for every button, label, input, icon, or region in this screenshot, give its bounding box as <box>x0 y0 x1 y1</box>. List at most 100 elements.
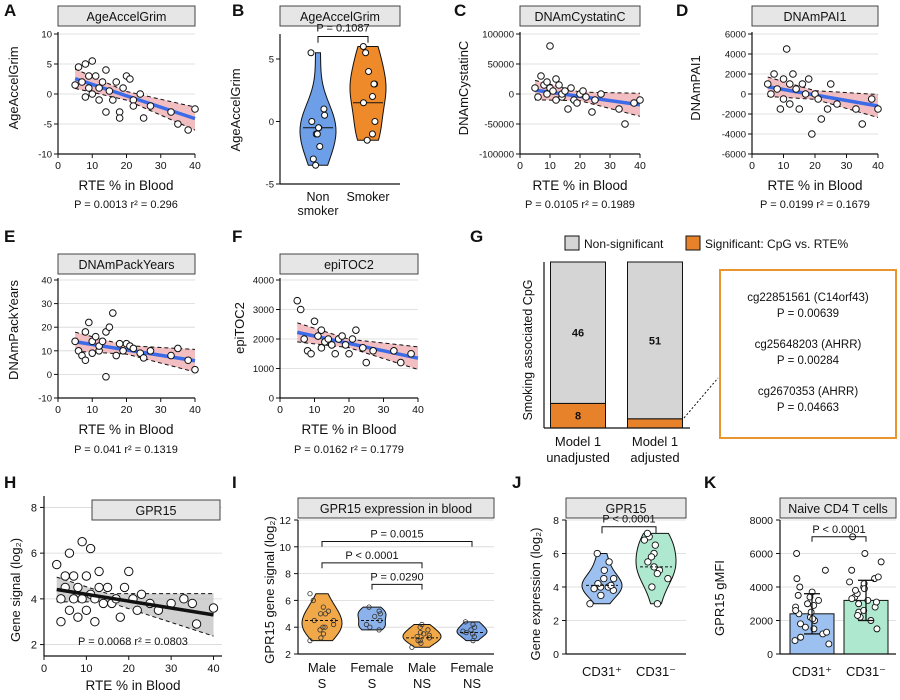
data-point <box>417 637 423 644</box>
data-point <box>367 624 373 630</box>
comparison-bracket <box>371 583 423 590</box>
data-point <box>418 640 424 646</box>
data-point <box>426 632 432 638</box>
data-point <box>867 95 876 103</box>
panel-title: DNAmPAI1 <box>784 10 847 24</box>
data-point <box>102 372 110 381</box>
x-tick-label-2: adjusted <box>630 450 679 465</box>
x-tick-label: CD31⁻ <box>846 664 886 679</box>
data-point <box>794 591 802 599</box>
y-axis-label: AgeAccelGrim <box>228 68 243 151</box>
data-point <box>314 332 322 340</box>
data-point <box>56 594 66 604</box>
x-tick-label: 40 <box>634 160 646 172</box>
ci-lower-line <box>75 87 196 131</box>
x-tick-label: CD31⁺ <box>792 664 832 679</box>
x-tick-label: 30 <box>165 663 177 675</box>
y-axis-label: DNAmPackYears <box>6 280 21 380</box>
data-point <box>615 105 623 113</box>
y-tick-label: 6000 <box>750 549 774 561</box>
data-point <box>191 365 199 374</box>
y-tick-label: 3000 <box>253 305 274 316</box>
data-point <box>115 114 124 122</box>
data-point <box>322 611 329 617</box>
data-point <box>309 155 317 163</box>
data-point <box>64 605 75 615</box>
violin-3 <box>456 621 488 642</box>
x-tick-label-2: S <box>368 676 377 691</box>
data-point <box>368 93 376 100</box>
data-point <box>85 84 93 92</box>
data-point <box>307 349 315 358</box>
stat-text: P = 0.0199 r² = 0.1679 <box>760 199 870 211</box>
data-point <box>664 574 672 583</box>
x-tick-label: 0 <box>517 160 523 172</box>
data-point <box>317 326 326 334</box>
data-point <box>848 595 856 603</box>
data-point <box>858 120 867 128</box>
bar-label-ns: 46 <box>572 328 584 340</box>
y-tick-label: 8 <box>553 515 559 527</box>
data-point <box>552 96 560 104</box>
data-point <box>815 596 823 604</box>
cpg-box-line: P = 0.00639 <box>777 308 839 320</box>
y-tick-label: 6 <box>285 595 291 607</box>
x-tick-label: CD31⁻ <box>636 664 676 679</box>
data-point <box>621 120 629 128</box>
x-axis-label: RTE % in Blood <box>78 422 173 437</box>
panel-letter: J <box>512 473 521 492</box>
data-point <box>640 536 649 544</box>
data-point <box>552 75 560 83</box>
x-tick-label: 20 <box>121 160 133 172</box>
x-tick-label-2: NS <box>463 676 481 691</box>
data-point <box>330 621 337 628</box>
data-point <box>793 575 801 583</box>
x-tick-label: Non <box>307 190 330 204</box>
data-point <box>409 644 415 650</box>
data-point <box>600 566 608 574</box>
y-tick-label: 10 <box>279 542 291 554</box>
data-point <box>60 571 70 581</box>
y-axis-label: Gene expression (log₂) <box>528 528 543 661</box>
violin-2 <box>402 624 442 648</box>
panel-letter: C <box>454 1 466 20</box>
data-point <box>555 81 563 89</box>
data-point <box>534 93 542 101</box>
data-point <box>310 597 316 604</box>
y-tick-label: 0 <box>509 90 514 101</box>
data-point <box>112 351 121 360</box>
bar-nonsignificant <box>550 261 606 404</box>
y-tick-label: 8 <box>31 502 37 514</box>
panel-title-box <box>279 253 419 275</box>
x-tick-label: 10 <box>309 404 321 416</box>
data-point <box>792 607 800 614</box>
data-point <box>296 305 305 314</box>
y-tick-label: 0 <box>553 649 559 661</box>
data-point <box>825 640 833 648</box>
stat-text: P < 0.0001 <box>345 550 398 562</box>
y-tick-label: 20 <box>41 323 52 334</box>
data-point <box>643 529 652 538</box>
y-tick-label: 8000 <box>750 515 774 527</box>
data-point <box>630 99 638 107</box>
x-tick-label: 20 <box>123 663 135 675</box>
data-point <box>341 341 350 349</box>
data-point <box>362 49 370 57</box>
data-point <box>852 105 860 113</box>
data-point <box>308 118 316 125</box>
y-tick-label: 6 <box>31 548 37 560</box>
data-point <box>208 603 219 613</box>
bar-nonsignificant <box>627 261 683 420</box>
data-point <box>98 337 107 346</box>
stat-text: P = 0.0290 <box>370 571 423 583</box>
data-point <box>95 84 103 92</box>
data-point <box>74 63 83 71</box>
panel-letter: F <box>232 227 242 246</box>
data-point <box>102 66 110 74</box>
panel-title: Naive CD4 T cells <box>788 502 888 516</box>
data-point <box>52 559 62 570</box>
cpg-box-line: cg22851561 (C14orf43) <box>747 292 869 304</box>
data-point <box>809 615 817 623</box>
y-tick-label: 0 <box>269 117 274 128</box>
bar-label-ns: 51 <box>649 335 661 347</box>
